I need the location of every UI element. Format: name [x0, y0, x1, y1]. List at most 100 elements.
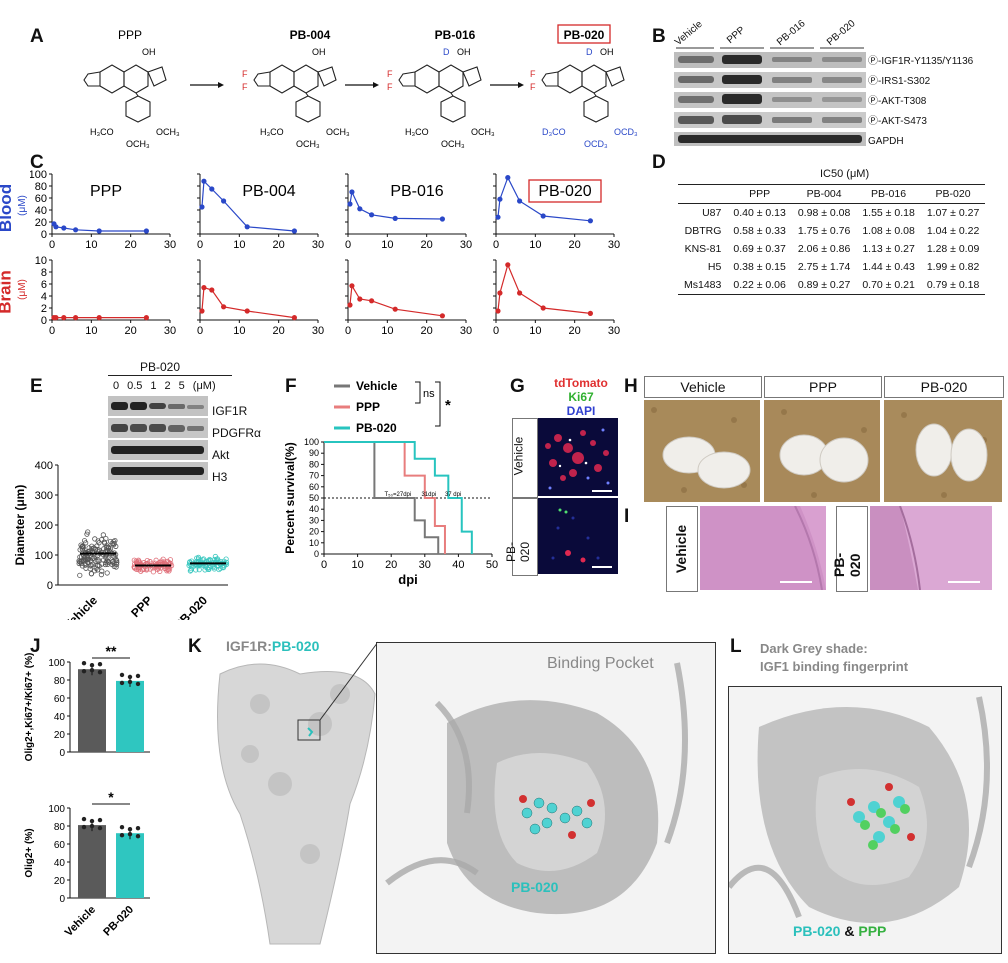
- title-box: [528, 179, 602, 203]
- y-tick-label: 100: [35, 550, 53, 562]
- zoom-lines: [320, 641, 379, 720]
- l-legend-amp: &: [840, 923, 859, 939]
- ic50-table: PPP PB-004 PB-016 PB-020 U87 0.40 ± 0.13 0.98 …: [678, 184, 986, 295]
- data-point: [86, 545, 92, 551]
- ligand-label: PB-020: [511, 879, 559, 895]
- table-cell: 1.75 ± 0.76: [797, 225, 851, 237]
- mice-photos: [644, 400, 1002, 502]
- y-tick-label: 100: [30, 169, 47, 181]
- protein-surface: [217, 663, 376, 945]
- table-cell: 1.07 ± 0.27: [926, 207, 980, 219]
- data-point: [99, 561, 105, 567]
- y-tick-label: 20: [35, 217, 47, 229]
- y-tick-label: 0: [41, 315, 47, 327]
- pk-point: [369, 212, 375, 218]
- pk-point: [61, 225, 67, 231]
- table-row: KNS-81 0.69 ± 0.37 2.06 ± 0.86 1.13 ± 0.27 1…: [678, 240, 985, 258]
- pk-line: [497, 262, 591, 314]
- pk-point: [497, 196, 503, 202]
- compound-name-pb004: PB-004: [290, 28, 331, 42]
- dose-label: 0.5: [127, 380, 143, 392]
- h3co-label: H₃CO: [260, 127, 284, 137]
- data-point: [200, 557, 206, 563]
- western-blot-b: [674, 47, 866, 146]
- pk-point: [199, 308, 205, 314]
- och3-label-bottom: OCH₃: [296, 139, 320, 149]
- pk-chart-0: 0204060801000102030HrsPPP: [30, 169, 176, 251]
- data-point: [223, 561, 230, 568]
- y-tick-label: 100: [48, 804, 65, 815]
- pk-point: [347, 302, 353, 308]
- pk-point: [497, 290, 503, 296]
- i-vehicle-text: Vehicle: [673, 524, 690, 574]
- table-cell: 0.98 ± 0.08: [797, 207, 851, 219]
- x-tick-label: Vehicle: [63, 904, 98, 939]
- table-cell: 1.04 ± 0.22: [926, 225, 980, 237]
- data-point: [81, 816, 87, 822]
- table-cell: 0.38 ± 0.15: [733, 261, 786, 273]
- x-tick-label: 50: [486, 559, 498, 571]
- data-point: [93, 558, 99, 564]
- panel-label-a: A: [30, 26, 44, 47]
- table-header-row: PPP PB-004 PB-016 PB-020: [678, 184, 986, 204]
- pk-point: [209, 186, 215, 192]
- survival-curve: [324, 441, 440, 554]
- olig2-bars: 0 20 40 60 80 100 Olig2+,Ki67+/Ki67+ (%) ** 0 20 4…: [24, 643, 150, 939]
- l-legend-ppp: PPP: [858, 923, 887, 939]
- y-tick-label: 50: [309, 493, 319, 503]
- data-point: [223, 559, 230, 565]
- band-label: GAPDH: [868, 136, 904, 147]
- i-pb020-text: PB-020: [831, 552, 863, 577]
- y-tick-label: 80: [54, 676, 66, 687]
- blood-unit-text: (μM): [16, 195, 28, 216]
- table-cell: U87: [702, 207, 722, 219]
- data-point: [112, 537, 118, 544]
- y-tick-label: 70: [309, 471, 319, 481]
- data-point: [89, 668, 95, 673]
- y-axis-title: Olig2+,Ki67+/Ki67+ (%): [24, 653, 35, 762]
- x-tick-label: 10: [85, 239, 97, 251]
- data-point: [144, 567, 150, 573]
- x-tick-label: 10: [381, 239, 393, 251]
- x-tick-label: 0: [49, 239, 55, 251]
- pk-line: [349, 283, 443, 317]
- median-label: 37 dpi: [445, 492, 461, 498]
- panel-label-h: H: [624, 376, 638, 397]
- data-point: [96, 547, 102, 553]
- blot-e-band-labels: IGF1R PDGFRα Akt H3: [212, 400, 261, 488]
- pk-point: [291, 315, 297, 321]
- x-tick-label: 30: [608, 325, 620, 337]
- x-tick-label: 10: [233, 239, 245, 251]
- table-cell: H5: [707, 261, 722, 273]
- data-point: [127, 674, 133, 680]
- data-point: [135, 834, 141, 839]
- western-blot-e: [108, 396, 208, 480]
- g-pb020-text: PB-020: [504, 541, 532, 562]
- blood-label: Blood: [0, 183, 16, 233]
- data-point: [83, 557, 89, 563]
- blot-e-title: PB-020: [140, 360, 181, 374]
- k-title: IGF1R:PB-020: [226, 638, 319, 654]
- pk-point: [143, 228, 149, 234]
- pk-point: [53, 315, 59, 321]
- pk-point: [201, 285, 207, 291]
- band-label: H3: [212, 470, 228, 484]
- y-tick-label: 80: [54, 822, 66, 833]
- chemical-structures: PPP OH H₃CO OCH₃ OCH₃ PB-004 F F OH H₃CO…: [83, 24, 638, 149]
- data-point: [97, 825, 103, 831]
- bar: [78, 669, 106, 752]
- band-label: Ⓟ-IGF1R-Y1135/Y1136: [868, 56, 974, 67]
- panel-label-c: C: [30, 152, 44, 173]
- data-point: [92, 568, 98, 574]
- panel-label-e: E: [30, 376, 43, 397]
- stain-tdtomato: tdTomato: [554, 376, 608, 390]
- x-tick-label: 0: [493, 325, 499, 337]
- stain-legend: tdTomato Ki67 DAPI: [536, 376, 626, 418]
- panel-label-b: B: [652, 26, 666, 47]
- x-tick-label: 0: [197, 325, 203, 337]
- y-tick-label: 20: [309, 527, 319, 537]
- overlay-view: PB-020 & PPP: [728, 686, 1002, 954]
- y-tick-label: 40: [54, 858, 66, 869]
- pk-point: [201, 178, 207, 184]
- x-tick-label: 30: [312, 239, 324, 251]
